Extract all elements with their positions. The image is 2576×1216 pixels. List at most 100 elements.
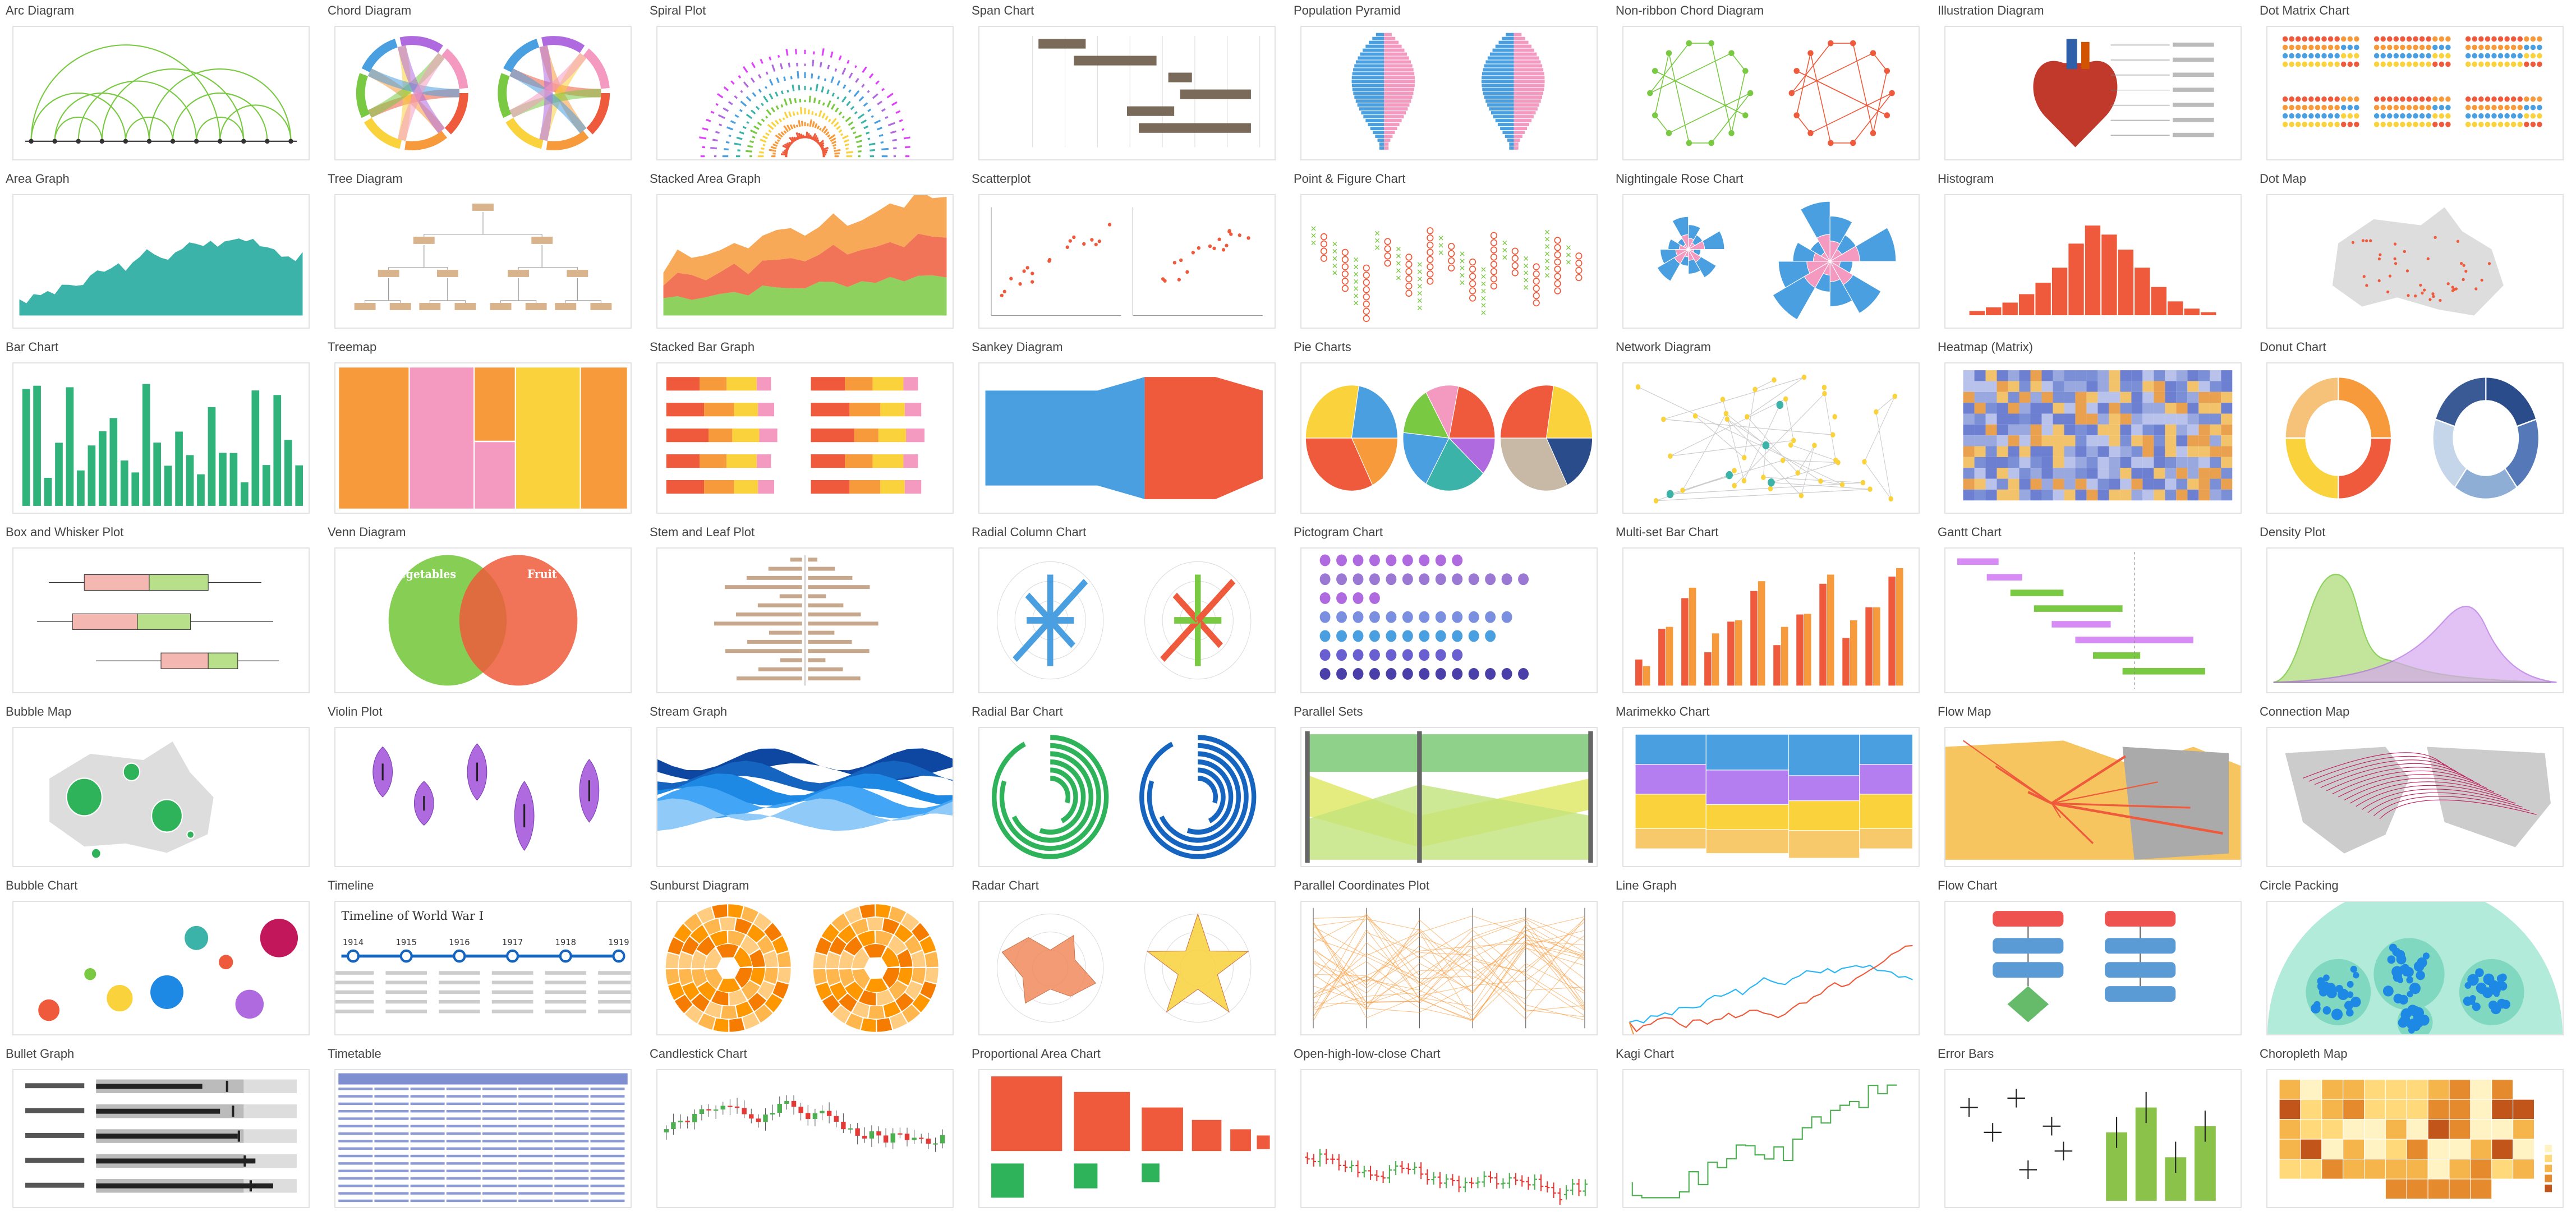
- chart-tile-label[interactable]: Venn Diagram: [328, 525, 406, 539]
- spiral-plot-icon[interactable]: [656, 26, 954, 160]
- chart-tile[interactable]: Flow Map: [1932, 701, 2254, 875]
- kagi-chart-icon[interactable]: [1622, 1069, 1920, 1208]
- chart-tile[interactable]: Proportional Area Chart: [966, 1043, 1288, 1216]
- chart-tile-label[interactable]: Spiral Plot: [650, 3, 706, 17]
- chart-tile[interactable]: Treemap: [322, 337, 644, 522]
- chart-tile[interactable]: Dot Map: [2254, 168, 2576, 337]
- chart-tile-label[interactable]: Bullet Graph: [6, 1047, 75, 1061]
- chart-tile[interactable]: Connection Map: [2254, 701, 2576, 875]
- density-plot-icon[interactable]: [2266, 547, 2564, 693]
- chart-tile[interactable]: Stream Graph: [644, 701, 966, 875]
- chart-tile[interactable]: Scatterplot: [966, 168, 1288, 337]
- chart-tile-label[interactable]: Radial Bar Chart: [972, 704, 1063, 718]
- chart-tile-label[interactable]: Donut Chart: [2260, 340, 2326, 354]
- chart-tile-label[interactable]: Bar Chart: [6, 340, 59, 354]
- gantt-chart-icon[interactable]: [1944, 547, 2242, 693]
- bar-chart-icon[interactable]: [12, 362, 310, 514]
- chart-tile-label[interactable]: Open-high-low-close Chart: [1294, 1047, 1441, 1061]
- chart-tile[interactable]: Box and Whisker Plot: [0, 522, 322, 701]
- venn-diagram-icon[interactable]: Vegetables Fruit: [334, 547, 632, 693]
- bubble-chart-icon[interactable]: [12, 901, 310, 1035]
- line-graph-icon[interactable]: [1622, 901, 1920, 1035]
- proportional-area-chart-icon[interactable]: [978, 1069, 1276, 1208]
- chart-tile-label[interactable]: Parallel Sets: [1294, 704, 1363, 718]
- heatmap-matrix-icon[interactable]: [1944, 362, 2242, 514]
- donut-chart-icon[interactable]: [2266, 362, 2564, 514]
- chart-tile[interactable]: Pie Charts: [1288, 337, 1610, 522]
- chart-tile[interactable]: Violin Plot: [322, 701, 644, 875]
- sunburst-diagram-icon[interactable]: [656, 901, 954, 1035]
- chart-tile[interactable]: Bullet Graph: [0, 1043, 322, 1216]
- chart-tile-label[interactable]: Multi-set Bar Chart: [1616, 525, 1719, 539]
- pictogram-chart-icon[interactable]: [1300, 547, 1598, 693]
- chart-tile[interactable]: Radial Bar Chart: [966, 701, 1288, 875]
- chart-tile[interactable]: Stacked Area Graph: [644, 168, 966, 337]
- chart-tile-label[interactable]: Connection Map: [2260, 704, 2350, 718]
- bullet-graph-icon[interactable]: [12, 1069, 310, 1208]
- chart-tile-label[interactable]: Kagi Chart: [1616, 1047, 1674, 1061]
- connection-map-icon[interactable]: [2266, 727, 2564, 867]
- bubble-map-icon[interactable]: [12, 727, 310, 867]
- chart-tile-label[interactable]: Arc Diagram: [6, 3, 75, 17]
- chart-tile-label[interactable]: Flow Map: [1938, 704, 1991, 718]
- treemap-icon[interactable]: [334, 362, 632, 514]
- chart-tile[interactable]: Illustration Diagram: [1932, 0, 2254, 168]
- chart-tile-label[interactable]: Span Chart: [972, 3, 1034, 17]
- chart-tile[interactable]: Tree Diagram: [322, 168, 644, 337]
- chart-tile-label[interactable]: Proportional Area Chart: [972, 1047, 1101, 1061]
- marimekko-chart-icon[interactable]: [1622, 727, 1920, 867]
- chart-tile[interactable]: Open-high-low-close Chart: [1288, 1043, 1610, 1216]
- chart-tile[interactable]: Non-ribbon Chord Diagram: [1610, 0, 1932, 168]
- chart-tile[interactable]: Stem and Leaf Plot: [644, 522, 966, 701]
- chart-tile-label[interactable]: Dot Map: [2260, 172, 2307, 186]
- dot-map-icon[interactable]: [2266, 194, 2564, 329]
- chart-tile-label[interactable]: Treemap: [328, 340, 377, 354]
- non-ribbon-chord-diagram-icon[interactable]: [1622, 26, 1920, 160]
- timeline-icon[interactable]: Timeline of World War I 1914 1915 1916 1917 1…: [334, 901, 632, 1035]
- nightingale-rose-chart-icon[interactable]: [1622, 194, 1920, 329]
- chart-tile-label[interactable]: Area Graph: [6, 172, 70, 186]
- chart-tile-label[interactable]: Illustration Diagram: [1938, 3, 2044, 17]
- flow-chart-icon[interactable]: [1944, 901, 2242, 1035]
- box-whisker-plot-icon[interactable]: [12, 547, 310, 693]
- chart-tile[interactable]: Sankey Diagram: [966, 337, 1288, 522]
- chart-tile[interactable]: Marimekko Chart: [1610, 701, 1932, 875]
- chord-diagram-icon[interactable]: [334, 26, 632, 160]
- chart-tile-label[interactable]: Non-ribbon Chord Diagram: [1616, 3, 1764, 17]
- chart-tile[interactable]: Bubble Chart: [0, 875, 322, 1043]
- timetable-icon[interactable]: [334, 1069, 632, 1208]
- chart-tile[interactable]: Heatmap (Matrix): [1932, 337, 2254, 522]
- chart-tile[interactable]: Density Plot: [2254, 522, 2576, 701]
- chart-tile-label[interactable]: Stream Graph: [650, 704, 728, 718]
- flow-map-icon[interactable]: [1944, 727, 2242, 867]
- pie-charts-icon[interactable]: [1300, 362, 1598, 514]
- chart-tile-label[interactable]: Bubble Map: [6, 704, 72, 718]
- chart-tile[interactable]: Span Chart: [966, 0, 1288, 168]
- chart-tile-label[interactable]: Violin Plot: [328, 704, 383, 718]
- chart-tile-label[interactable]: Nightingale Rose Chart: [1616, 172, 1744, 186]
- chart-tile[interactable]: Sunburst Diagram: [644, 875, 966, 1043]
- chart-tile[interactable]: Network Diagram: [1610, 337, 1932, 522]
- chart-tile[interactable]: Parallel Sets: [1288, 701, 1610, 875]
- chart-tile[interactable]: Spiral Plot: [644, 0, 966, 168]
- chart-tile-label[interactable]: Tree Diagram: [328, 172, 403, 186]
- point-figure-chart-icon[interactable]: ✕ ✕ ✕ ✕ ✕ ✕ ✕ ✕ ✕ ✕ ✕ ✕ ✕ ✕ ✕ ✕ ✕ ✕ ✕ ✕ ✕ ✕ ✕ ✕ ✕ ✕ ✕ ✕ ✕ ✕ ✕ ✕ ✕ ✕ ✕ ✕ ✕ ✕ ✕ ✕…: [1300, 194, 1598, 329]
- chart-tile[interactable]: Arc Diagram: [0, 0, 322, 168]
- radial-column-chart-icon[interactable]: [978, 547, 1276, 693]
- chart-tile-label[interactable]: Flow Chart: [1938, 878, 1998, 892]
- chart-tile-label[interactable]: Stacked Area Graph: [650, 172, 761, 186]
- chart-tile[interactable]: Kagi Chart: [1610, 1043, 1932, 1216]
- multi-set-bar-chart-icon[interactable]: [1622, 547, 1920, 693]
- chart-tile-label[interactable]: Pie Charts: [1294, 340, 1351, 354]
- chart-tile[interactable]: Timeline Timeline of World War I 1914 1915 1…: [322, 875, 644, 1043]
- chart-tile-label[interactable]: Marimekko Chart: [1616, 704, 1710, 718]
- chart-tile[interactable]: Stacked Bar Graph: [644, 337, 966, 522]
- chart-tile-label[interactable]: Choropleth Map: [2260, 1047, 2348, 1061]
- chart-tile[interactable]: Multi-set Bar Chart: [1610, 522, 1932, 701]
- stem-leaf-plot-icon[interactable]: [656, 547, 954, 693]
- chart-tile[interactable]: Parallel Coordinates Plot: [1288, 875, 1610, 1043]
- choropleth-map-icon[interactable]: [2266, 1069, 2564, 1208]
- radar-chart-icon[interactable]: [978, 901, 1276, 1035]
- population-pyramid-icon[interactable]: [1300, 26, 1598, 160]
- error-bars-icon[interactable]: [1944, 1069, 2242, 1208]
